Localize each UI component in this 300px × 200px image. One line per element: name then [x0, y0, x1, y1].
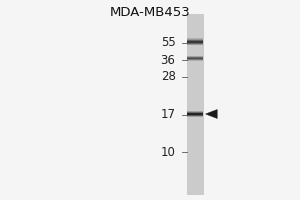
Text: 10: 10 [160, 146, 175, 158]
Bar [187, 111, 203, 112]
Bar [187, 114, 203, 115]
Bar [187, 60, 203, 61]
Bar [187, 116, 203, 117]
Text: 36: 36 [160, 53, 175, 66]
Bar [187, 40, 203, 41]
Text: 28: 28 [160, 71, 175, 84]
Text: 17: 17 [160, 108, 175, 121]
Bar [187, 59, 203, 60]
Bar [187, 43, 203, 44]
Bar [187, 115, 203, 116]
Bar [187, 39, 203, 40]
Bar [187, 57, 203, 58]
Bar [187, 42, 203, 43]
Bar [187, 38, 203, 39]
Bar [187, 58, 203, 59]
Polygon shape [206, 110, 217, 118]
Bar [187, 44, 203, 45]
Text: 55: 55 [161, 36, 176, 49]
Bar [187, 113, 203, 114]
Bar [187, 56, 203, 57]
Text: MDA-MB453: MDA-MB453 [110, 6, 190, 19]
Bar [187, 41, 203, 42]
Bar [187, 14, 203, 194]
Bar [187, 112, 203, 113]
